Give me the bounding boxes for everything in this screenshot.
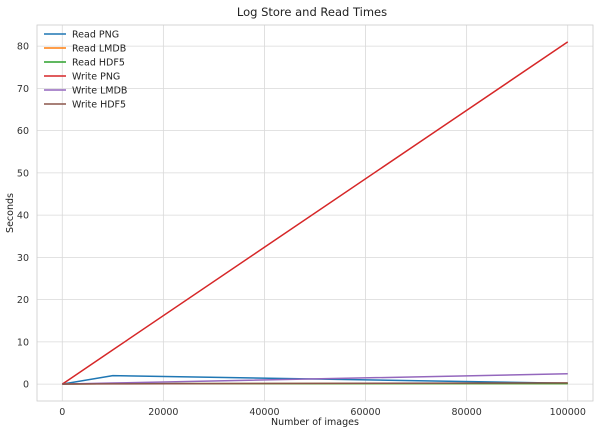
legend-label: Read HDF5	[72, 58, 125, 69]
y-tick-label: 70	[17, 84, 29, 95]
legend-label: Write LMDB	[72, 86, 127, 97]
x-tick-label: 100000	[550, 407, 586, 418]
x-tick-label: 40000	[249, 407, 279, 418]
y-tick-labels: 0 10 20 30 40 50 60 70 80	[17, 42, 29, 391]
legend: Read PNG Read LMDB Read HDF5 Write PNG Write…	[44, 30, 127, 111]
legend-label: Read LMDB	[72, 44, 126, 55]
y-tick-label: 80	[17, 42, 29, 53]
legend-label: Read PNG	[72, 30, 119, 41]
y-tick-label: 40	[17, 211, 29, 222]
y-tick-label: 60	[17, 126, 29, 137]
y-tick-label: 50	[17, 168, 29, 179]
x-tick-labels: 0 20000 40000 60000 80000 100000	[59, 407, 586, 418]
x-tick-label: 80000	[452, 407, 482, 418]
plot-frame	[36, 24, 594, 402]
x-tick-label: 60000	[350, 407, 380, 418]
y-tick-label: 20	[17, 295, 29, 306]
y-tick-label: 0	[23, 380, 29, 391]
x-axis-label: Number of images	[271, 417, 359, 428]
series-line-5	[62, 382, 568, 385]
y-axis-label: Seconds	[5, 193, 16, 233]
x-tick-label: 20000	[148, 407, 178, 418]
x-tick-label: 0	[59, 407, 65, 418]
legend-label: Write PNG	[72, 72, 120, 83]
series-lines	[61, 41, 569, 385]
y-tick-label: 30	[17, 253, 29, 264]
legend-label: Write HDF5	[72, 100, 126, 111]
y-tick-label: 10	[17, 337, 29, 348]
series-line-3	[61, 41, 569, 385]
chart-title: Log Store and Read Times	[237, 5, 387, 19]
